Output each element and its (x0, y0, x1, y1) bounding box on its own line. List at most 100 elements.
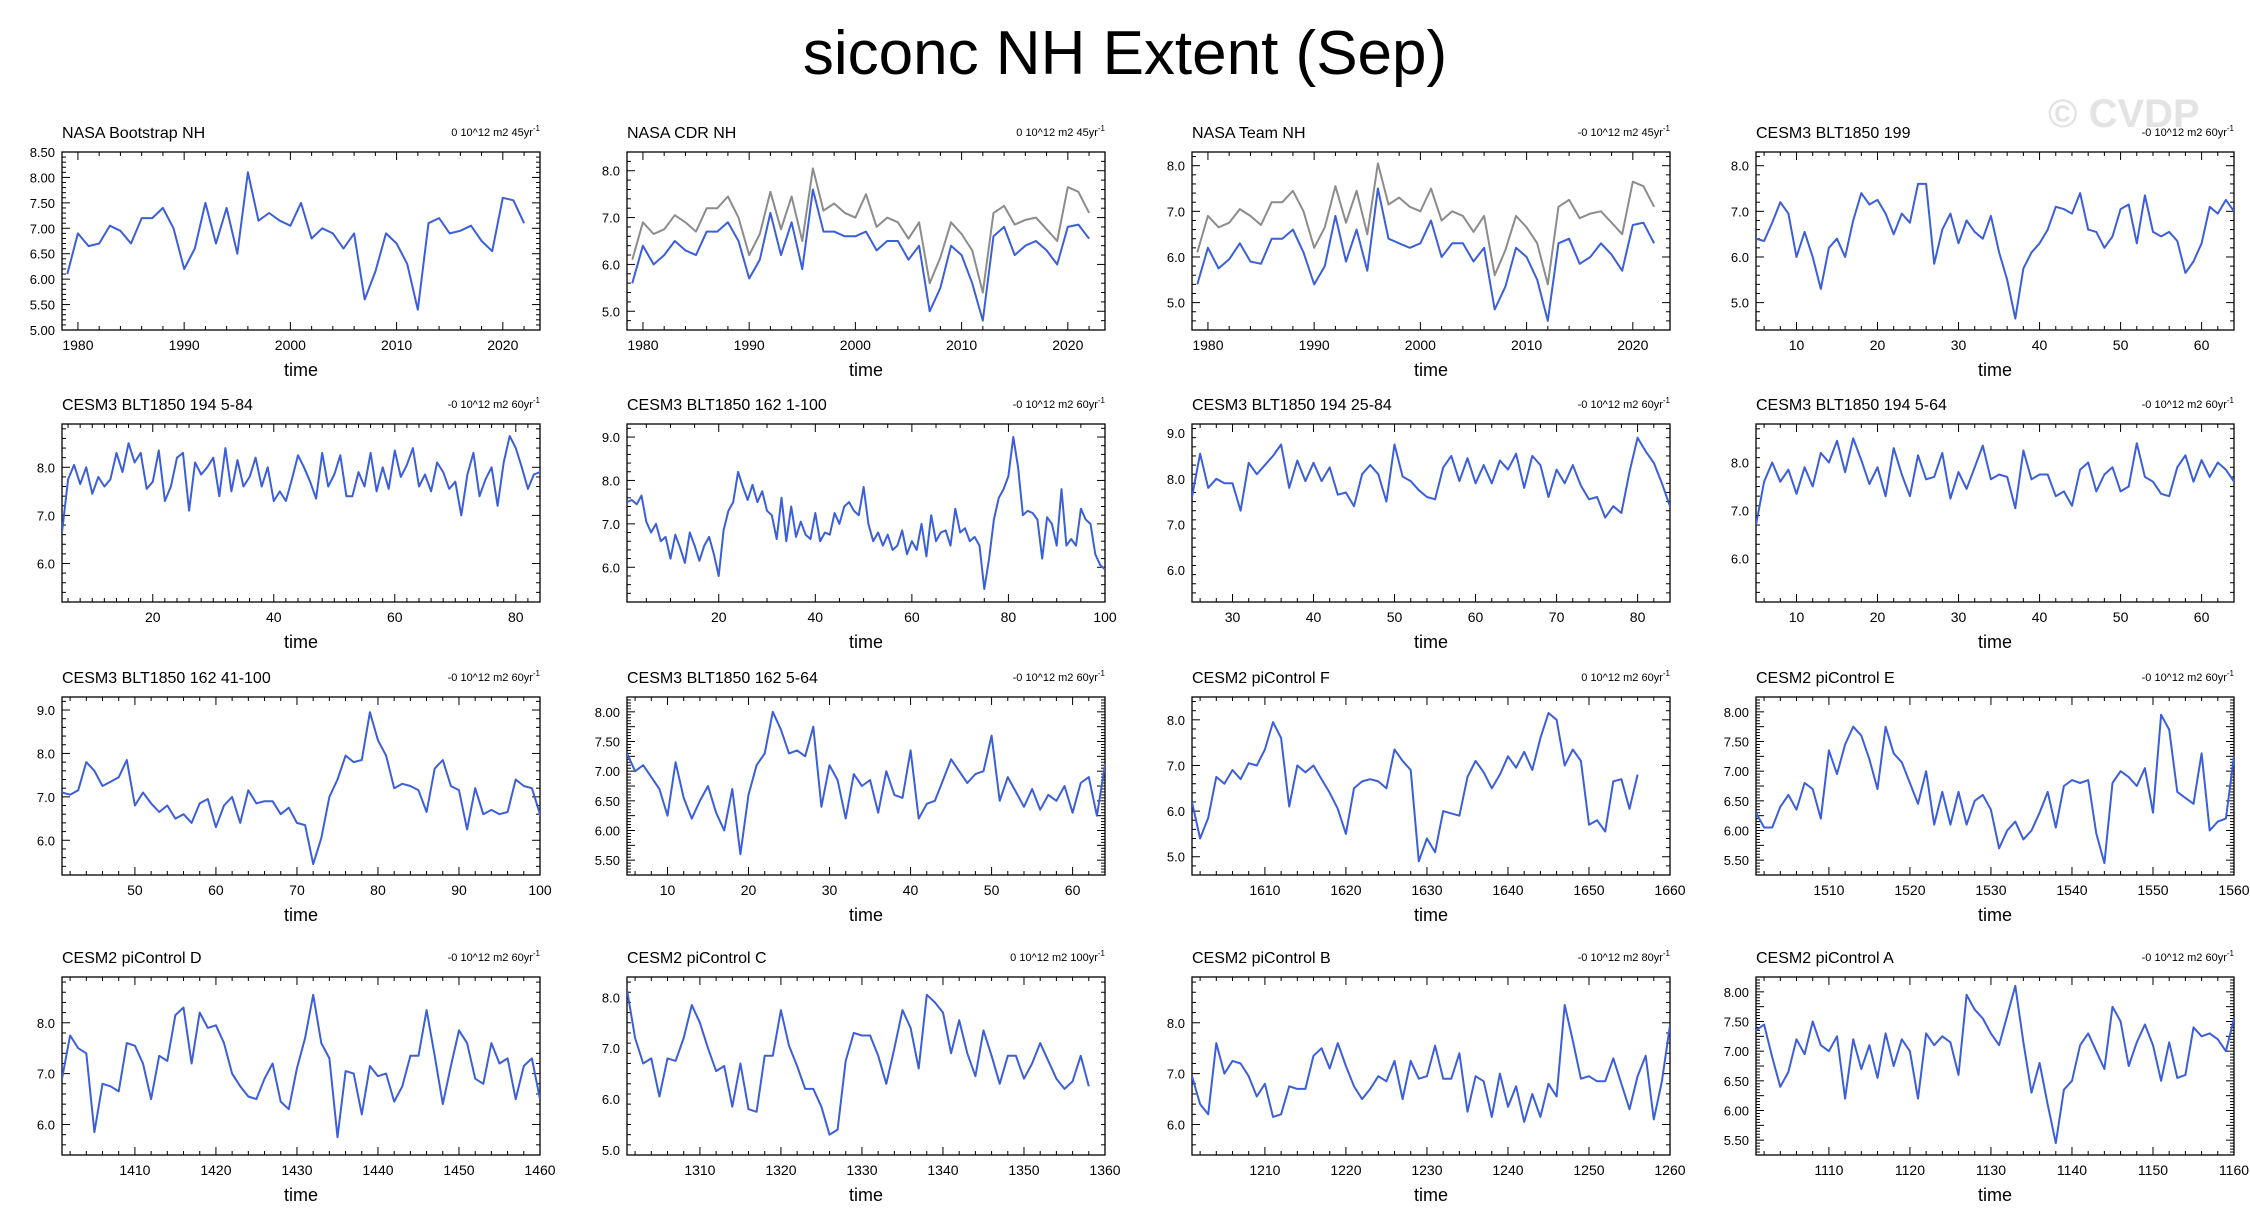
x-tick-label: 1990 (734, 337, 765, 353)
y-tick-label: 7.0 (37, 508, 55, 523)
x-tick-label: 50 (1387, 609, 1403, 625)
series-line-1 (627, 710, 1105, 856)
x-axis-label: time (1414, 360, 1448, 380)
y-tick-label: 8.0 (1731, 455, 1749, 470)
trend-annotation: 0 10^12 m2 60yr-1 (1581, 669, 1670, 684)
chart-panel-15: CESM2 piControl B -0 10^12 m2 80yr-1 1210 1… (1167, 949, 1686, 1205)
x-tick-label: 100 (1093, 609, 1117, 625)
x-tick-label: 50 (127, 882, 143, 898)
x-axis-label: time (284, 632, 318, 652)
x-tick-label: 1990 (169, 337, 200, 353)
x-tick-label: 10 (1789, 609, 1805, 625)
x-tick-label: 1250 (1573, 1162, 1604, 1178)
x-tick-label: 1260 (1654, 1162, 1685, 1178)
y-tick-label: 7.0 (37, 1067, 55, 1082)
x-tick-label: 40 (903, 882, 919, 898)
trend-annotation: -0 10^12 m2 60yr-1 (1013, 396, 1106, 411)
x-tick-label: 1210 (1249, 1162, 1280, 1178)
chart-title: CESM3 BLT1850 194 25-84 (1192, 397, 1392, 414)
x-tick-label: 50 (2113, 337, 2129, 353)
y-tick-label: 6.00 (1724, 824, 1749, 839)
x-tick-label: 1110 (1814, 1162, 1843, 1178)
x-tick-label: 1220 (1330, 1162, 1361, 1178)
series-line-1 (1196, 162, 1655, 286)
chart-panel-4: CESM3 BLT1850 199 -0 10^12 m2 60yr-1 10 20 3… (1731, 124, 2235, 380)
x-tick-label: 70 (289, 882, 305, 898)
x-tick-label: 80 (370, 882, 386, 898)
y-tick-label: 6.50 (1724, 1074, 1749, 1089)
plot-frame (626, 423, 1106, 603)
trend-annotation: 0 10^12 m2 45yr-1 (451, 124, 540, 139)
series-line-1 (1756, 437, 2234, 526)
x-tick-label: 80 (1001, 609, 1017, 625)
series-line-1 (62, 435, 540, 533)
series-line-1 (1756, 713, 2234, 865)
x-tick-label: 100 (528, 882, 552, 898)
x-tick-label: 1650 (1573, 882, 1604, 898)
chart-panel-9: CESM3 BLT1850 162 41-100 -0 10^12 m2 60yr… (37, 669, 552, 925)
x-tick-label: 20 (1870, 337, 1886, 353)
chart-title: CESM2 piControl B (1192, 950, 1331, 967)
plot-frame (1191, 151, 1671, 331)
y-tick-label: 6.0 (602, 560, 620, 575)
y-tick-label: 6.50 (595, 794, 620, 809)
x-tick-label: 80 (1630, 609, 1646, 625)
y-tick-label: 8.0 (1167, 159, 1185, 174)
y-tick-label: 5.0 (602, 1143, 620, 1158)
x-axis-label: time (1414, 632, 1448, 652)
series-line-1 (627, 989, 1090, 1136)
series-line-1 (1192, 1004, 1670, 1123)
series-line-1 (62, 711, 540, 866)
chart-title: CESM2 piControl F (1192, 670, 1330, 687)
x-tick-label: 60 (1065, 882, 1081, 898)
y-tick-label: 8.0 (602, 164, 620, 179)
x-tick-label: 1440 (362, 1162, 393, 1178)
x-tick-label: 1620 (1330, 882, 1361, 898)
plot-frame (626, 696, 1106, 876)
y-tick-label: 6.0 (1731, 250, 1749, 265)
chart-title: CESM3 BLT1850 162 41-100 (62, 670, 271, 687)
trend-annotation: -0 10^12 m2 60yr-1 (2142, 124, 2235, 139)
x-tick-label: 2000 (840, 337, 871, 353)
y-tick-label: 8.0 (1167, 1016, 1185, 1031)
y-tick-label: 7.0 (1167, 204, 1185, 219)
y-tick-label: 5.0 (1167, 296, 1185, 311)
series-line-1 (1192, 712, 1639, 863)
y-tick-label: 8.0 (37, 460, 55, 475)
trend-annotation: 0 10^12 m2 45yr-1 (1016, 124, 1105, 139)
plot-frame (1755, 696, 2235, 876)
y-tick-label: 8.0 (37, 746, 55, 761)
chart-title: CESM3 BLT1850 194 5-84 (62, 397, 253, 414)
trend-annotation: -0 10^12 m2 60yr-1 (2142, 396, 2235, 411)
y-tick-label: 7.50 (1724, 1015, 1749, 1030)
x-tick-label: 60 (387, 609, 403, 625)
y-tick-label: 8.00 (1724, 705, 1749, 720)
y-tick-label: 6.50 (30, 247, 55, 262)
page-title: siconc NH Extent (Sep) (802, 19, 1448, 88)
x-tick-label: 1410 (119, 1162, 150, 1178)
chart-panel-16: CESM2 piControl A -0 10^12 m2 60yr-1 1110 1… (1724, 949, 2250, 1205)
x-axis-label: time (1414, 1185, 1448, 1205)
y-tick-label: 6.0 (1167, 563, 1185, 578)
x-tick-label: 2010 (946, 337, 977, 353)
plot-frame (1755, 423, 2235, 603)
x-tick-label: 40 (2032, 337, 2048, 353)
series-line-1 (631, 167, 1090, 294)
x-axis-label: time (284, 1185, 318, 1205)
y-tick-label: 6.00 (30, 272, 55, 287)
y-tick-label: 8.00 (595, 705, 620, 720)
x-tick-label: 1530 (1975, 882, 2006, 898)
chart-title: CESM3 BLT1850 194 5-64 (1756, 397, 1947, 414)
y-tick-label: 6.0 (602, 1092, 620, 1107)
y-tick-label: 8.0 (37, 1016, 55, 1031)
plot-frame (61, 423, 541, 603)
x-tick-label: 30 (1225, 609, 1241, 625)
y-tick-label: 8.00 (1724, 985, 1749, 1000)
trend-annotation: -0 10^12 m2 60yr-1 (2142, 669, 2235, 684)
y-tick-label: 5.50 (595, 853, 620, 868)
x-axis-label: time (1978, 632, 2012, 652)
y-tick-label: 8.00 (30, 170, 55, 185)
y-tick-label: 6.0 (1167, 250, 1185, 265)
x-tick-label: 2020 (1617, 337, 1648, 353)
